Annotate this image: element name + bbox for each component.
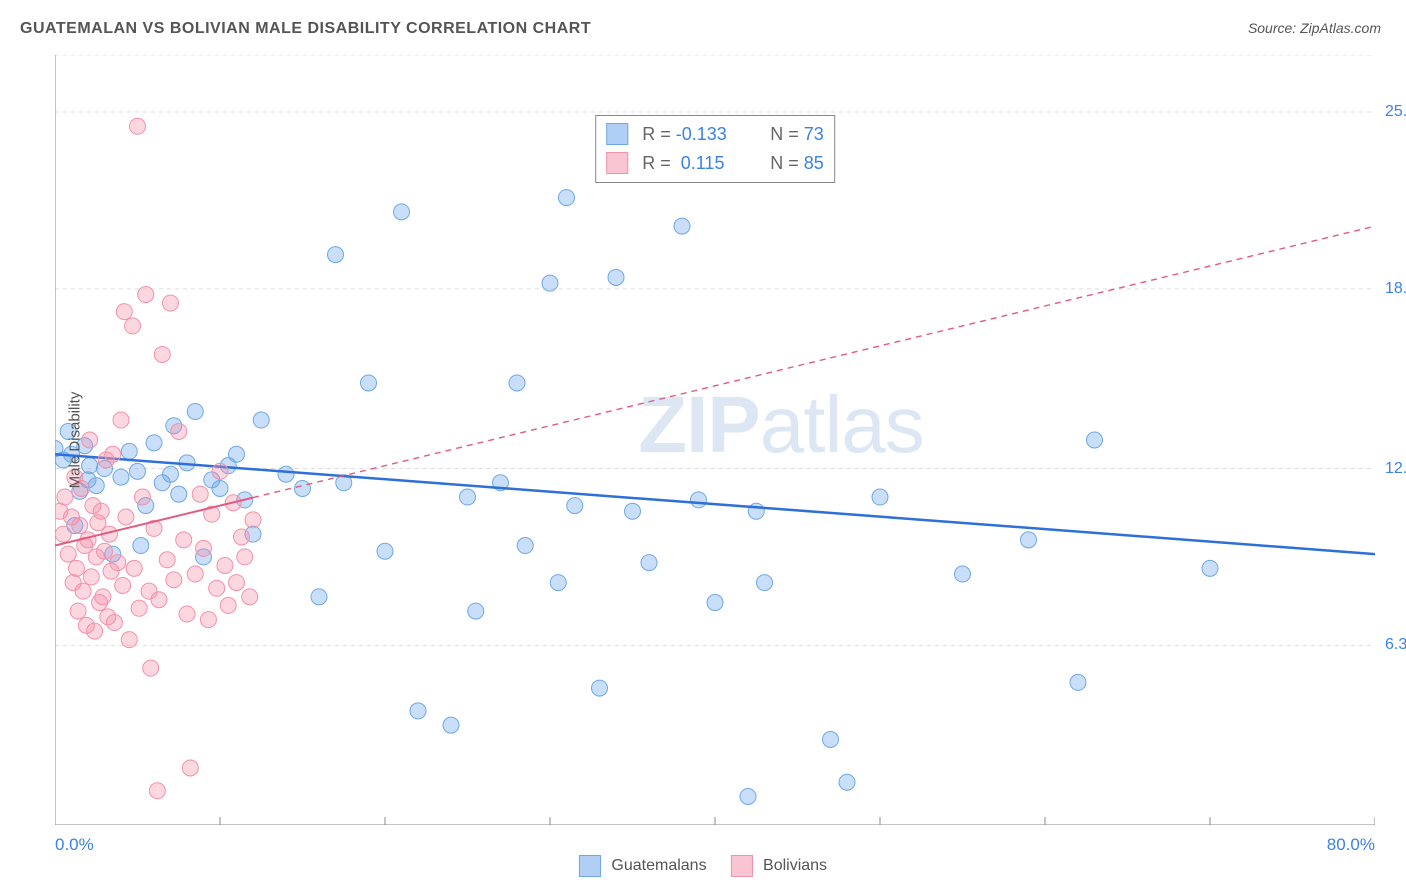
y-tick-label: 6.3% <box>1385 636 1406 654</box>
y-tick-label: 18.8% <box>1385 280 1406 298</box>
stats-row-bolivians: R = 0.115 N = 85 <box>606 149 824 178</box>
stats-legend: R = -0.133 N = 73 R = 0.115 N = 85 <box>595 115 835 183</box>
y-tick-label: 12.5% <box>1385 460 1406 478</box>
legend-label: Guatemalans <box>611 857 706 874</box>
legend-label: Bolivians <box>763 857 827 874</box>
x-axis-max-label: 80.0% <box>1327 835 1375 855</box>
y-axis-label: Male Disability <box>67 392 84 489</box>
n-value: 73 <box>804 124 824 144</box>
chart-plot-area: ZIPatlas R = -0.133 N = 73 R = 0.115 N =… <box>55 55 1375 825</box>
series-legend: Guatemalans Bolivians <box>579 855 827 877</box>
n-value: 85 <box>804 153 824 173</box>
r-value: 0.115 <box>681 153 725 173</box>
swatch-bolivians-icon <box>606 152 628 174</box>
source-label: Source: ZipAtlas.com <box>1248 20 1381 36</box>
legend-item-guatemalans: Guatemalans <box>579 855 707 877</box>
chart-title: GUATEMALAN VS BOLIVIAN MALE DISABILITY C… <box>20 20 591 38</box>
stats-row-guatemalans: R = -0.133 N = 73 <box>606 120 824 149</box>
x-axis-min-label: 0.0% <box>55 835 94 855</box>
swatch-guatemalans-icon <box>606 123 628 145</box>
r-value: -0.133 <box>676 124 727 144</box>
legend-item-bolivians: Bolivians <box>731 855 827 877</box>
swatch-guatemalans-icon <box>579 855 601 877</box>
swatch-bolivians-icon <box>731 855 753 877</box>
chart-container: GUATEMALAN VS BOLIVIAN MALE DISABILITY C… <box>0 0 1406 892</box>
y-tick-label: 25.0% <box>1385 103 1406 121</box>
